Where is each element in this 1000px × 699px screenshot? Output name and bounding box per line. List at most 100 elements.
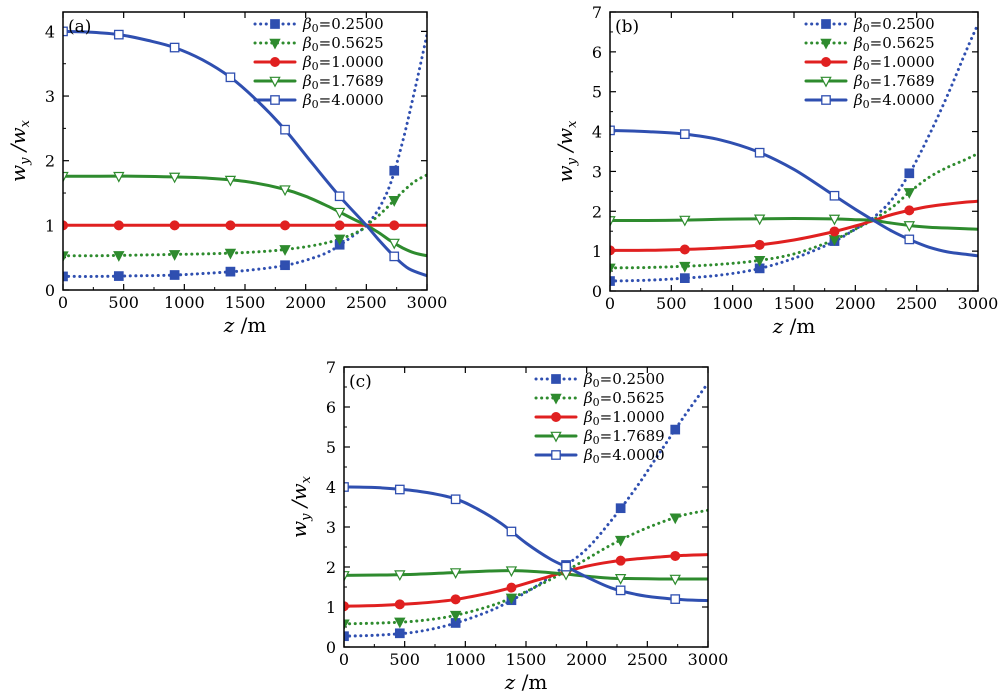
chart-panel: 0 500 1000 1500 2000 2500 3000 0 1 2 3 4 (a) β0=0.250… <box>6 11 448 337</box>
plot-frame <box>343 366 709 648</box>
data-point-marker <box>113 171 125 183</box>
data-point-marker <box>63 171 69 183</box>
data-point-marker <box>394 628 405 639</box>
data-point-marker <box>388 196 400 207</box>
data-point-marker <box>280 260 290 271</box>
x-tick-label: 500 <box>389 650 420 669</box>
y-tick-label: 4 <box>326 478 336 497</box>
data-point-marker <box>506 582 517 593</box>
data-point-marker <box>344 571 350 582</box>
y-tick-label: 7 <box>592 3 602 22</box>
data-point-marker <box>334 191 345 202</box>
legend-entry: β0=0.2500 <box>302 15 384 35</box>
y-axis-label: wy /wx <box>6 119 33 182</box>
x-tick-label: 1500 <box>225 293 266 312</box>
x-tick-label: 0 <box>605 294 615 313</box>
legend-entry: β0=0.2500 <box>583 370 665 390</box>
legend-entry: β0=0.2500 <box>853 15 935 35</box>
data-point-marker <box>389 220 400 231</box>
data-point-marker <box>169 220 180 231</box>
data-point-marker <box>113 220 124 231</box>
data-point-marker <box>904 234 915 245</box>
x-tick-label: 2500 <box>346 293 387 312</box>
series-line <box>63 173 427 258</box>
data-point-marker <box>669 574 681 586</box>
legend-marker <box>551 412 561 422</box>
data-point-marker <box>670 550 681 561</box>
data-point-marker <box>753 255 766 267</box>
data-point-marker <box>610 216 616 227</box>
data-point-marker <box>610 125 615 136</box>
y-tick-label: 3 <box>45 87 55 106</box>
series-line <box>610 128 978 258</box>
series-group <box>610 22 978 286</box>
data-point-marker <box>344 619 350 631</box>
series-line <box>63 29 427 278</box>
legend-entry: β0=0.5625 <box>583 389 665 409</box>
data-point-marker <box>615 503 626 514</box>
y-tick-label: 5 <box>326 438 336 457</box>
series-line <box>63 174 427 258</box>
legend-marker <box>551 374 561 384</box>
legend-marker <box>821 57 831 67</box>
data-point-marker <box>450 494 461 505</box>
data-point-marker <box>389 251 400 262</box>
data-point-marker <box>344 631 349 642</box>
y-tick-label: 2 <box>326 558 336 577</box>
y-tick-label: 6 <box>592 43 602 62</box>
data-point-marker <box>394 570 406 582</box>
data-point-marker <box>224 175 237 187</box>
legend-entry: β0=1.7689 <box>583 427 665 447</box>
data-point-marker <box>168 172 181 184</box>
data-point-marker <box>670 594 681 604</box>
data-point-marker <box>670 424 681 435</box>
data-point-marker <box>679 215 691 227</box>
legend-marker <box>820 76 832 88</box>
legend-entry: β0=4.0000 <box>583 446 665 466</box>
data-point-marker <box>225 220 236 231</box>
legend-entry: β0=0.5625 <box>853 34 935 54</box>
data-point-marker <box>753 214 766 226</box>
data-point-marker <box>561 561 571 572</box>
x-tick-label: 500 <box>108 293 139 312</box>
x-tick-label: 0 <box>339 650 349 669</box>
series-line <box>610 152 978 270</box>
data-point-marker <box>506 526 517 537</box>
legend-marker <box>551 450 561 460</box>
chart-panel: 0 500 1000 1500 2000 2500 3000 0 1 2 3 4 5 6 7 (b) β0=0.… <box>553 3 998 338</box>
data-point-marker <box>63 220 68 231</box>
x-axis-label: z /m <box>504 670 548 694</box>
data-point-marker <box>903 221 916 232</box>
data-point-marker <box>63 271 68 282</box>
x-tick-label: 3000 <box>407 293 448 312</box>
data-point-marker <box>679 273 690 283</box>
legend-entry: β0=1.7689 <box>853 72 935 92</box>
data-point-marker <box>344 601 349 612</box>
data-point-marker <box>615 585 626 596</box>
legend-entry: β0=4.0000 <box>853 91 935 111</box>
panel-label: (b) <box>615 17 639 37</box>
x-tick-label: 2000 <box>566 650 607 669</box>
data-point-marker <box>279 245 291 256</box>
legend-entry: β0=1.0000 <box>583 408 665 428</box>
legend-marker <box>820 38 832 50</box>
data-point-marker <box>168 250 181 261</box>
y-tick-label: 1 <box>592 242 602 261</box>
data-point-marker <box>449 610 462 622</box>
data-point-marker <box>610 276 615 286</box>
data-point-marker <box>334 220 345 231</box>
data-point-marker <box>333 207 346 219</box>
data-point-marker <box>669 513 681 525</box>
data-point-marker <box>224 248 237 260</box>
series-line <box>344 569 708 581</box>
legend-marker <box>270 19 280 29</box>
legend-marker <box>821 95 831 105</box>
series-group <box>63 26 427 282</box>
x-tick-label: 3000 <box>688 650 729 669</box>
y-tick-label: 7 <box>326 358 336 377</box>
x-tick-label: 500 <box>656 294 687 313</box>
data-point-marker <box>169 270 180 280</box>
data-point-marker <box>679 244 690 255</box>
data-point-marker <box>904 168 915 179</box>
x-tick-label: 1500 <box>506 650 547 669</box>
